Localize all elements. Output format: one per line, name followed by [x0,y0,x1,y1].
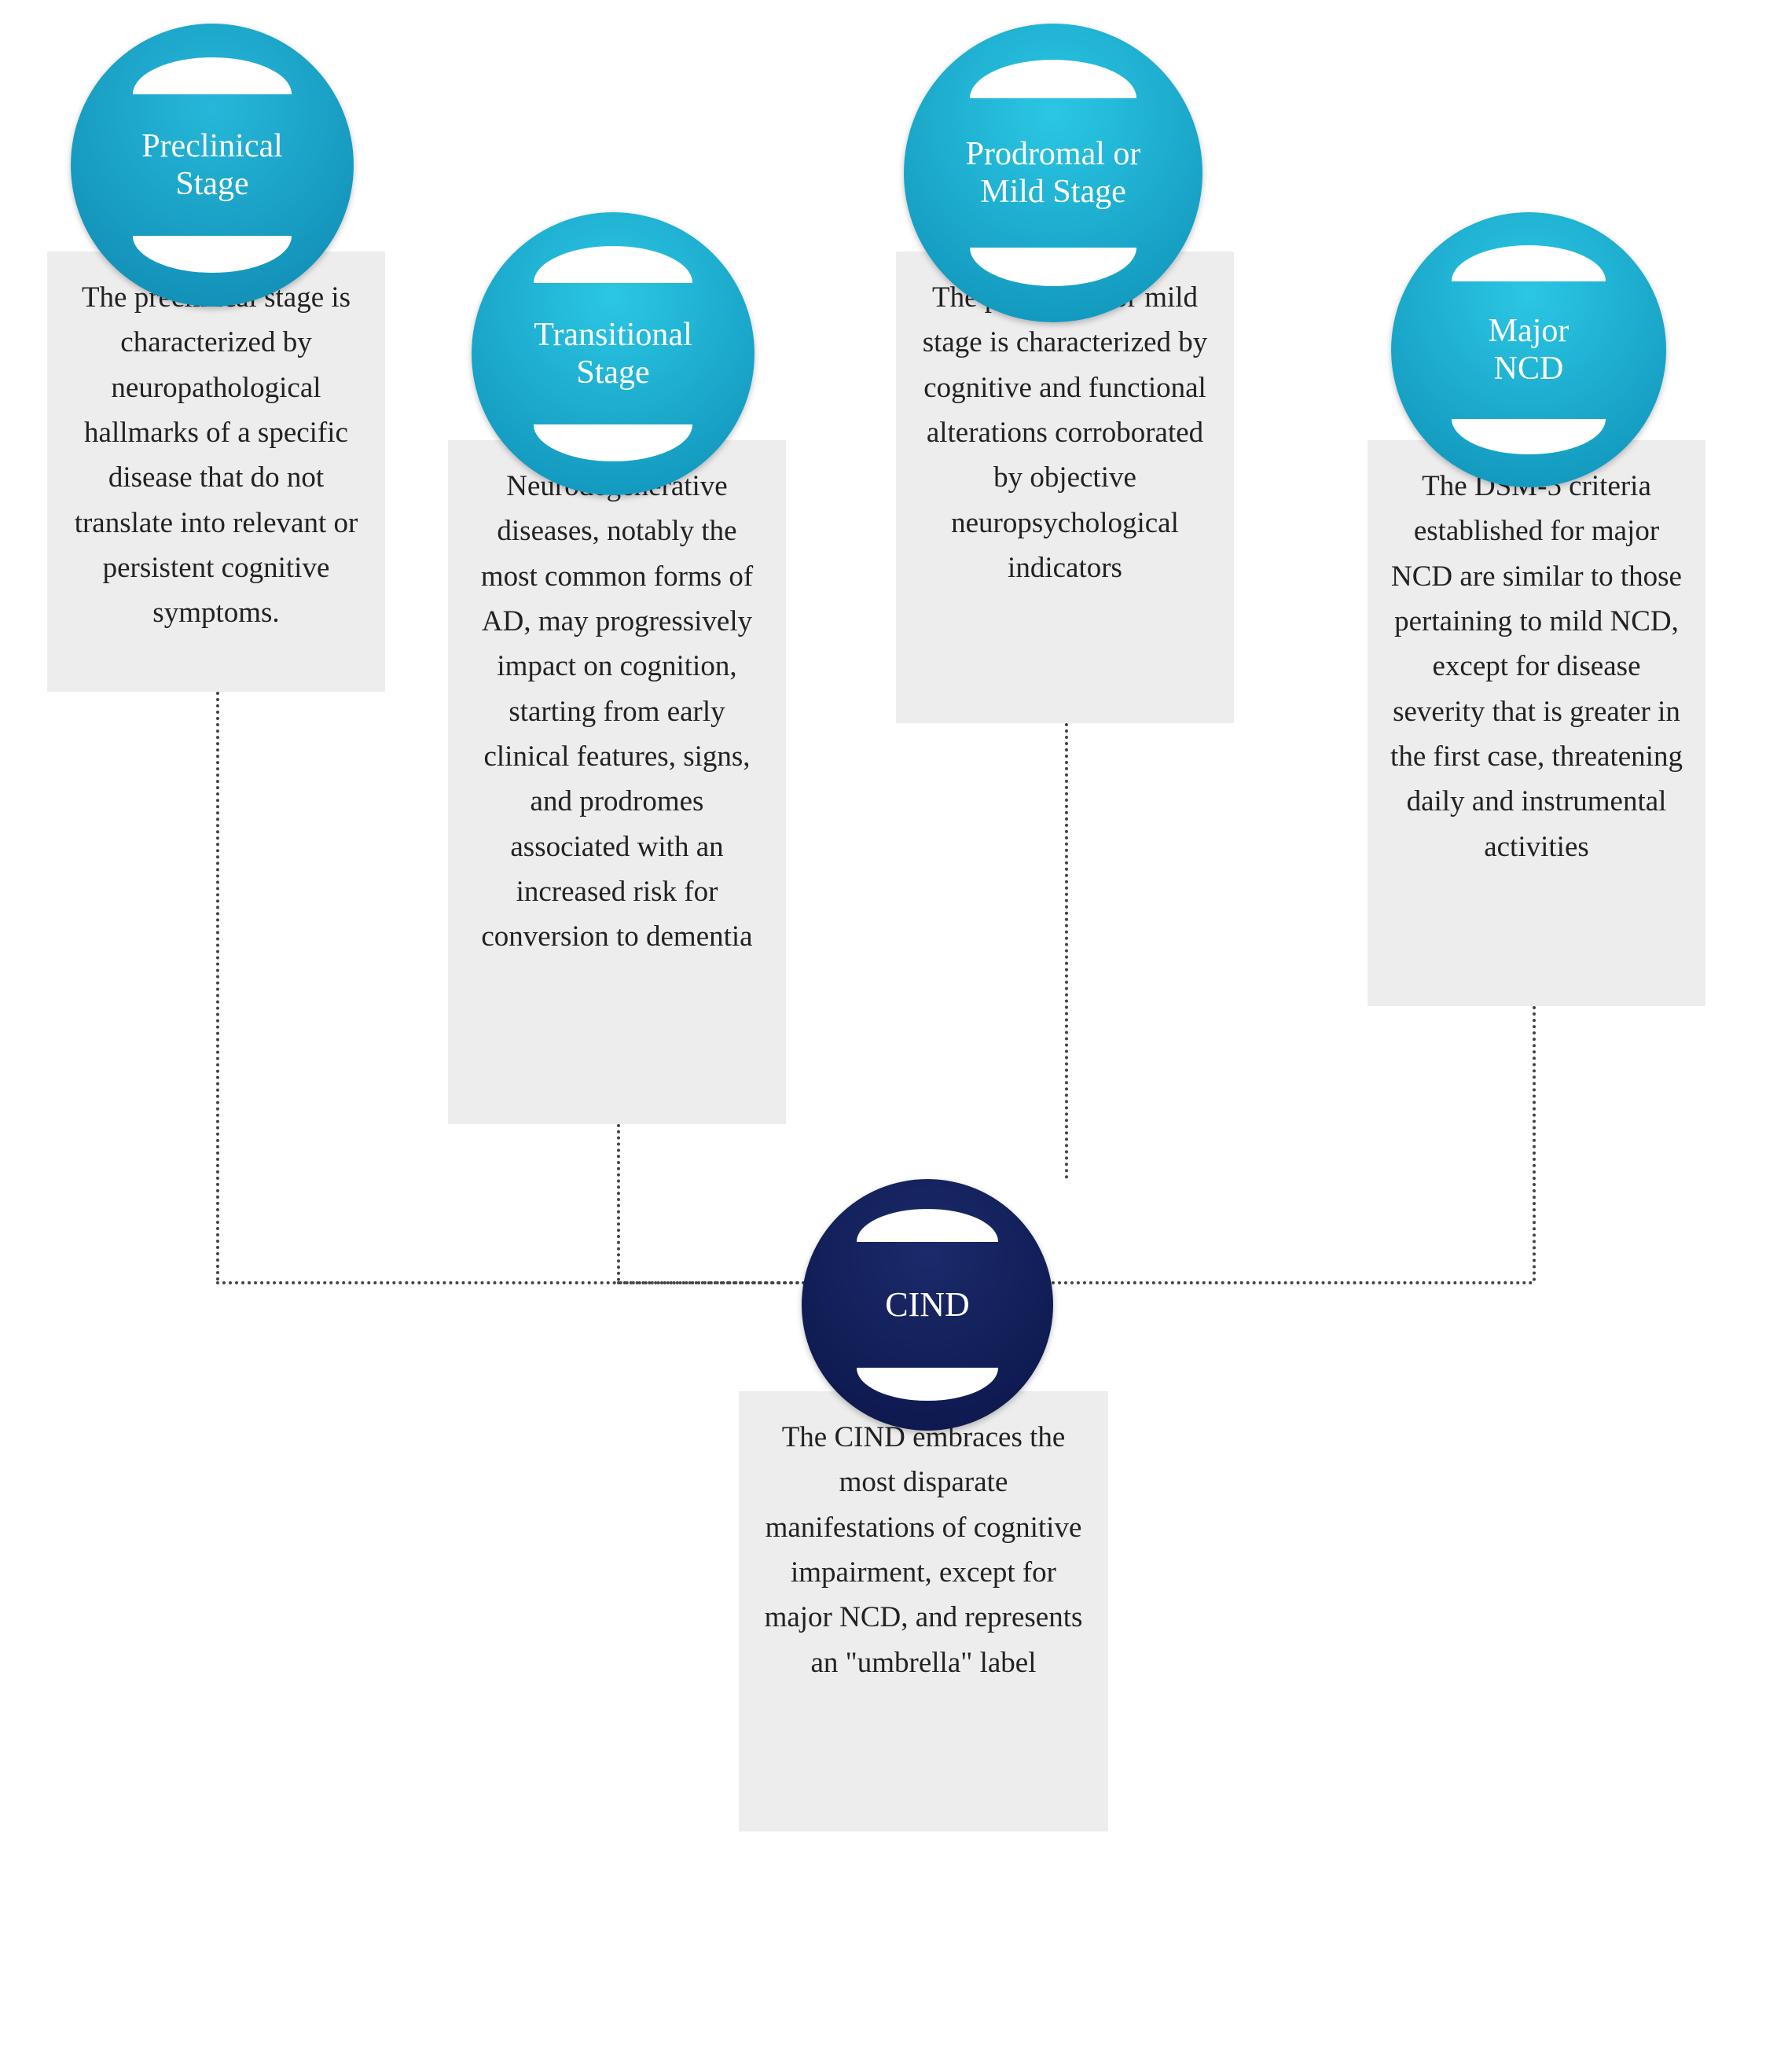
stage-label: PreclinicalStage [108,127,317,204]
stage-circle-preclinical: PreclinicalStage [71,24,354,307]
stage-circle-transitional: TransitionalStage [472,212,754,495]
arc-decoration [1452,419,1606,455]
stage-label-line2: Stage [141,165,283,203]
stage-label-line1: Preclinical [141,127,283,165]
stage-label: MajorNCD [1456,312,1603,388]
arc-decoration [970,248,1137,286]
stage-circle-prodromal: Prodromal orMild Stage [904,24,1202,322]
arc-decoration [857,1209,997,1242]
stage-label: TransitionalStage [500,316,726,392]
arc-decoration [1452,245,1606,281]
arc-decoration [534,246,692,283]
desc-text: The DSM-5 criteria established for major… [1390,470,1683,863]
stage-label-line2: Mild Stage [966,173,1141,211]
arc-decoration [133,57,292,94]
desc-text: The CIND embraces the most disparate man… [765,1421,1083,1679]
stage-label-line2: Stage [534,354,692,391]
stage-label-line1: Transitional [534,316,692,354]
connector [617,1124,620,1281]
stage-label: Prodromal orMild Stage [930,135,1177,211]
connector [1533,1006,1536,1281]
desc-box-prodromal: The prodromal or mild stage is character… [896,252,1234,723]
stage-label: CIND [855,1285,1000,1325]
desc-text: The prodromal or mild stage is character… [923,281,1208,584]
desc-box-cind: The CIND embraces the most disparate man… [739,1391,1108,1831]
connector [617,1281,806,1284]
desc-box-preclinical: The preclinical stage is characterized b… [47,252,385,692]
desc-box-transitional: Neurodegenerative diseases, notably the … [448,440,786,1124]
arc-decoration [133,236,292,273]
connector [1045,1281,1533,1284]
stage-circle-major-ncd: MajorNCD [1391,212,1666,487]
arc-decoration [534,424,692,461]
desc-box-major-ncd: The DSM-5 criteria established for major… [1368,440,1705,1006]
stage-label-line1: Major [1489,312,1570,350]
connector [1065,723,1068,1179]
stage-label-line1: Prodromal or [966,135,1141,173]
desc-text: Neurodegenerative diseases, notably the … [481,470,753,953]
stage-label-line1: CIND [885,1285,970,1325]
desc-text: The preclinical stage is characterized b… [75,281,358,629]
connector [216,692,219,1281]
arc-decoration [970,60,1137,98]
stage-label-line2: NCD [1489,350,1570,388]
stage-circle-cind: CIND [802,1179,1053,1431]
arc-decoration [857,1368,997,1401]
